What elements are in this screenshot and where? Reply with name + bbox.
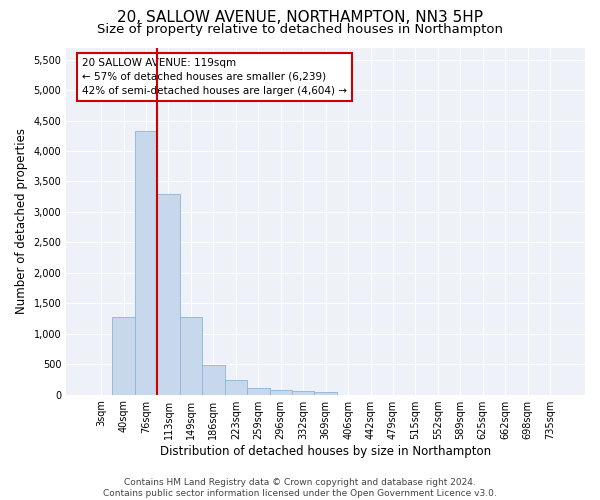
Y-axis label: Number of detached properties: Number of detached properties <box>15 128 28 314</box>
Bar <box>224 380 247 394</box>
Bar <box>112 318 135 394</box>
Text: 20 SALLOW AVENUE: 119sqm
← 57% of detached houses are smaller (6,239)
42% of sem: 20 SALLOW AVENUE: 119sqm ← 57% of detach… <box>82 58 347 96</box>
Text: 20, SALLOW AVENUE, NORTHAMPTON, NN3 5HP: 20, SALLOW AVENUE, NORTHAMPTON, NN3 5HP <box>117 10 483 25</box>
Bar <box>314 392 337 394</box>
Bar <box>202 366 224 394</box>
Text: Contains HM Land Registry data © Crown copyright and database right 2024.
Contai: Contains HM Land Registry data © Crown c… <box>103 478 497 498</box>
Bar <box>247 388 269 394</box>
X-axis label: Distribution of detached houses by size in Northampton: Distribution of detached houses by size … <box>160 444 491 458</box>
Bar <box>135 131 157 394</box>
Text: Size of property relative to detached houses in Northampton: Size of property relative to detached ho… <box>97 22 503 36</box>
Bar <box>292 391 314 394</box>
Bar <box>179 316 202 394</box>
Bar <box>269 390 292 394</box>
Bar <box>157 194 179 394</box>
